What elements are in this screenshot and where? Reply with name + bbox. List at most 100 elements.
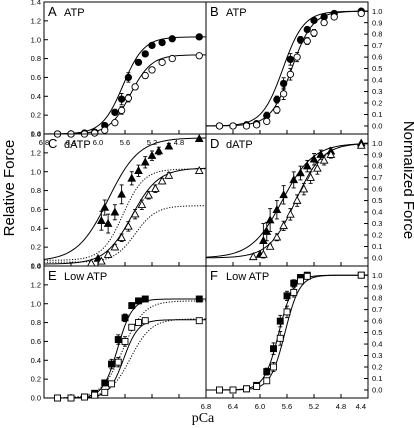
data-point [276, 334, 284, 342]
y-tick-label: 0.0 [31, 394, 41, 403]
data-point [194, 166, 204, 175]
y-tick-label: 0.4 [31, 224, 41, 233]
y-tick-label: 0.8 [372, 30, 382, 39]
data-point [128, 302, 136, 310]
data-point [253, 383, 261, 390]
y-tick-label: 1.2 [31, 148, 41, 157]
data-point [303, 37, 311, 45]
data-point [309, 154, 319, 163]
fit-curve [44, 54, 207, 135]
left-axis-title: Relative Force [1, 140, 18, 237]
data-point [144, 190, 153, 199]
fit-curve [206, 10, 369, 127]
data-point [263, 377, 271, 385]
data-point [134, 166, 143, 175]
data-point [252, 121, 261, 129]
y-tick-label: 1.0 [372, 139, 382, 148]
data-point [270, 345, 277, 353]
data-point [97, 216, 106, 224]
data-point [110, 207, 120, 216]
fit-curve [205, 143, 369, 259]
y-tick-label: 0.6 [372, 185, 382, 194]
panel-frame [43, 1, 207, 135]
data-point [229, 122, 237, 130]
panel-letter: D [210, 136, 219, 151]
panel-letter: B [210, 4, 219, 19]
data-point [108, 360, 115, 368]
data-point [286, 209, 295, 218]
data-point [154, 146, 164, 155]
data-point [248, 252, 258, 261]
data-point [319, 155, 329, 164]
data-point [101, 388, 109, 396]
panel-e: 0.0 0.2 0.4 0.6 0.8 1.0 1.2 1.4 E Low ATP [31, 262, 207, 403]
y-tick-label: 0.0 [31, 262, 41, 271]
y-tick-label: 0.0 [372, 254, 382, 263]
y-tick-label: 0.2 [31, 111, 41, 120]
data-point [97, 256, 106, 265]
data-point [290, 279, 298, 287]
data-point [283, 292, 291, 300]
data-point [127, 173, 137, 182]
data-point [157, 176, 167, 185]
data-point [263, 117, 271, 126]
data-point [110, 242, 120, 251]
data-point [117, 189, 126, 198]
y-tick-label: 0.3 [372, 219, 382, 228]
panel-frame [43, 265, 207, 399]
data-point [356, 140, 366, 149]
data-point [158, 38, 166, 47]
data-point [279, 90, 288, 98]
data-point [243, 385, 250, 393]
panel-title: dATP [64, 139, 91, 151]
data-point [100, 202, 110, 211]
reference-fit-curve [44, 318, 207, 399]
x-tick-label: 4.4 [356, 402, 366, 411]
data-point [306, 172, 315, 181]
data-point [262, 226, 272, 235]
data-point [273, 106, 281, 114]
data-point [140, 157, 150, 166]
y-tick-label: 1.0 [31, 299, 41, 308]
data-point [131, 83, 139, 91]
panel-title: ATP [64, 7, 85, 19]
data-point [303, 25, 311, 34]
panel-c: 0.0 0.2 0.4 0.6 0.8 1.0 1.2 1.4 C dATP [31, 130, 207, 271]
data-point [286, 70, 295, 78]
x-tick-label: 4.8 [336, 402, 346, 411]
y-tick-label: 1.4 [31, 130, 41, 139]
panel-letter: C [48, 136, 57, 151]
y-tick-label: 0.5 [372, 328, 382, 337]
panel-title: dATP [226, 139, 253, 151]
y-tick-label: 1.0 [372, 271, 382, 280]
reference-fit-curve [44, 205, 207, 263]
y-tick-label: 1.2 [31, 280, 41, 289]
panel-grid: 0.0 0.2 0.4 0.6 0.8 1.0 1.2 1.4 6.8 6.4 6.0 5.6 5.2 4… [31, 0, 383, 411]
data-point [117, 95, 126, 103]
data-point [279, 221, 288, 230]
fit-curve [205, 143, 369, 258]
y-tick-label: 0.0 [372, 386, 382, 395]
data-point [296, 168, 305, 177]
x-tick-label: 5.6 [120, 138, 130, 147]
data-point [320, 19, 328, 27]
data-point [279, 79, 288, 88]
data-point [103, 249, 113, 258]
data-point [276, 317, 284, 325]
y-tick-label: 0.6 [31, 337, 41, 346]
data-point [148, 41, 156, 50]
x-axis-title: pCa [192, 411, 215, 426]
fit-curve [44, 319, 206, 399]
panel-letter: E [48, 268, 57, 283]
data-point [290, 288, 298, 296]
y-tick-label: 0.2 [372, 231, 382, 240]
data-point [117, 106, 126, 115]
data-point [101, 379, 109, 387]
y-tick-label: 0.3 [372, 351, 382, 360]
y-tick-label: 0.2 [372, 99, 382, 108]
data-point [195, 295, 203, 303]
data-point [357, 9, 365, 18]
data-point [128, 323, 136, 331]
data-point [103, 218, 113, 227]
data-point [299, 184, 309, 193]
